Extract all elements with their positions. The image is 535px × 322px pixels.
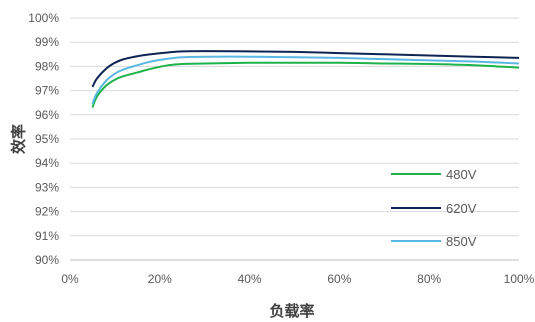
x-axis-title: 负载率	[269, 302, 314, 320]
x-tick-label: 20%	[148, 272, 172, 286]
y-tick-label: 92%	[35, 205, 59, 219]
legend-label-620V: 620V	[446, 201, 477, 216]
y-tick-label: 91%	[35, 229, 59, 243]
y-tick-label: 90%	[35, 253, 59, 267]
series-line-850V	[91, 55, 520, 105]
y-tick-label: 96%	[35, 108, 59, 122]
y-tick-label: 97%	[35, 84, 59, 98]
y-tick-label: 98%	[35, 59, 59, 73]
series-line-620V	[91, 50, 520, 88]
y-tick-label: 95%	[35, 132, 59, 146]
x-tick-label: 0%	[61, 272, 79, 286]
y-axis-ticks: 90% 91% 92% 93% 94% 95% 96% 97% 98% 99% 100%	[28, 11, 59, 267]
gridlines	[70, 17, 519, 261]
x-axis-ticks: 0% 20% 40% 60% 80% 100%	[61, 272, 534, 286]
series-line-480V	[91, 61, 520, 108]
y-tick-label: 100%	[28, 11, 59, 25]
y-tick-label: 93%	[35, 180, 59, 194]
x-tick-label: 40%	[238, 272, 262, 286]
x-tick-label: 100%	[504, 272, 535, 286]
legend-label-850V: 850V	[446, 234, 477, 249]
x-tick-label: 80%	[417, 272, 441, 286]
y-tick-label: 94%	[35, 156, 59, 170]
series-lines	[91, 50, 520, 108]
x-tick-label: 60%	[327, 272, 351, 286]
legend: 480V 620V 850V	[391, 167, 477, 249]
legend-label-480V: 480V	[446, 167, 477, 182]
y-axis-title: 效率	[10, 124, 28, 154]
y-tick-label: 99%	[35, 35, 59, 49]
